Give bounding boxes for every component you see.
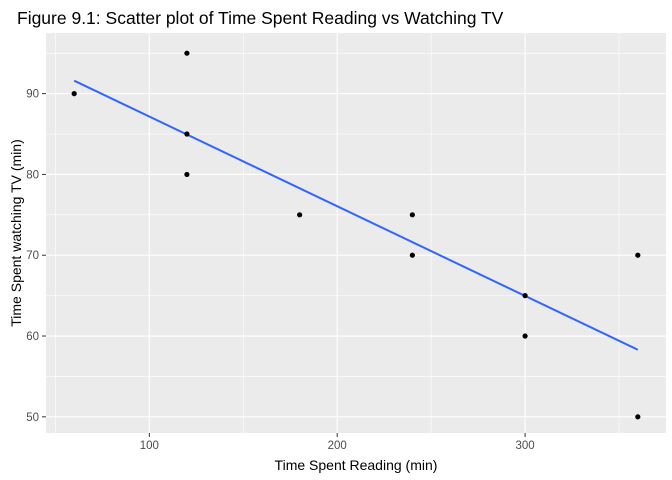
chart-title: Figure 9.1: Scatter plot of Time Spent R… bbox=[17, 8, 504, 28]
y-tick-label: 90 bbox=[26, 89, 39, 101]
data-point bbox=[297, 212, 303, 218]
trend-line-group bbox=[73, 79, 639, 351]
data-point bbox=[635, 252, 641, 258]
y-axis-title: Time Spent watching TV (min) bbox=[8, 139, 24, 327]
y-tick-label: 80 bbox=[26, 169, 39, 181]
data-point bbox=[184, 50, 190, 56]
x-tick-label: 300 bbox=[515, 440, 534, 452]
trend-line bbox=[73, 79, 639, 351]
x-tick-label: 200 bbox=[328, 440, 347, 452]
data-point bbox=[184, 171, 190, 178]
y-tick-label: 60 bbox=[26, 331, 39, 343]
data-point bbox=[635, 414, 641, 420]
data-point bbox=[184, 131, 190, 137]
data-point bbox=[71, 91, 77, 97]
x-axis-title: Time Spent Reading (min) bbox=[275, 457, 438, 473]
plot-panel bbox=[46, 33, 666, 433]
x-tick-label: 100 bbox=[140, 440, 159, 452]
data-point bbox=[409, 252, 415, 258]
y-tick-label: 70 bbox=[26, 250, 39, 262]
major-gridlines bbox=[46, 33, 666, 433]
y-axis-ticks: 50 60 70 80 90 bbox=[26, 89, 46, 424]
data-point bbox=[522, 333, 528, 339]
y-tick-label: 50 bbox=[26, 412, 39, 424]
data-point bbox=[522, 293, 528, 299]
x-axis-ticks: 100 200 300 bbox=[140, 433, 535, 452]
data-points bbox=[71, 50, 641, 420]
data-point bbox=[409, 212, 415, 218]
